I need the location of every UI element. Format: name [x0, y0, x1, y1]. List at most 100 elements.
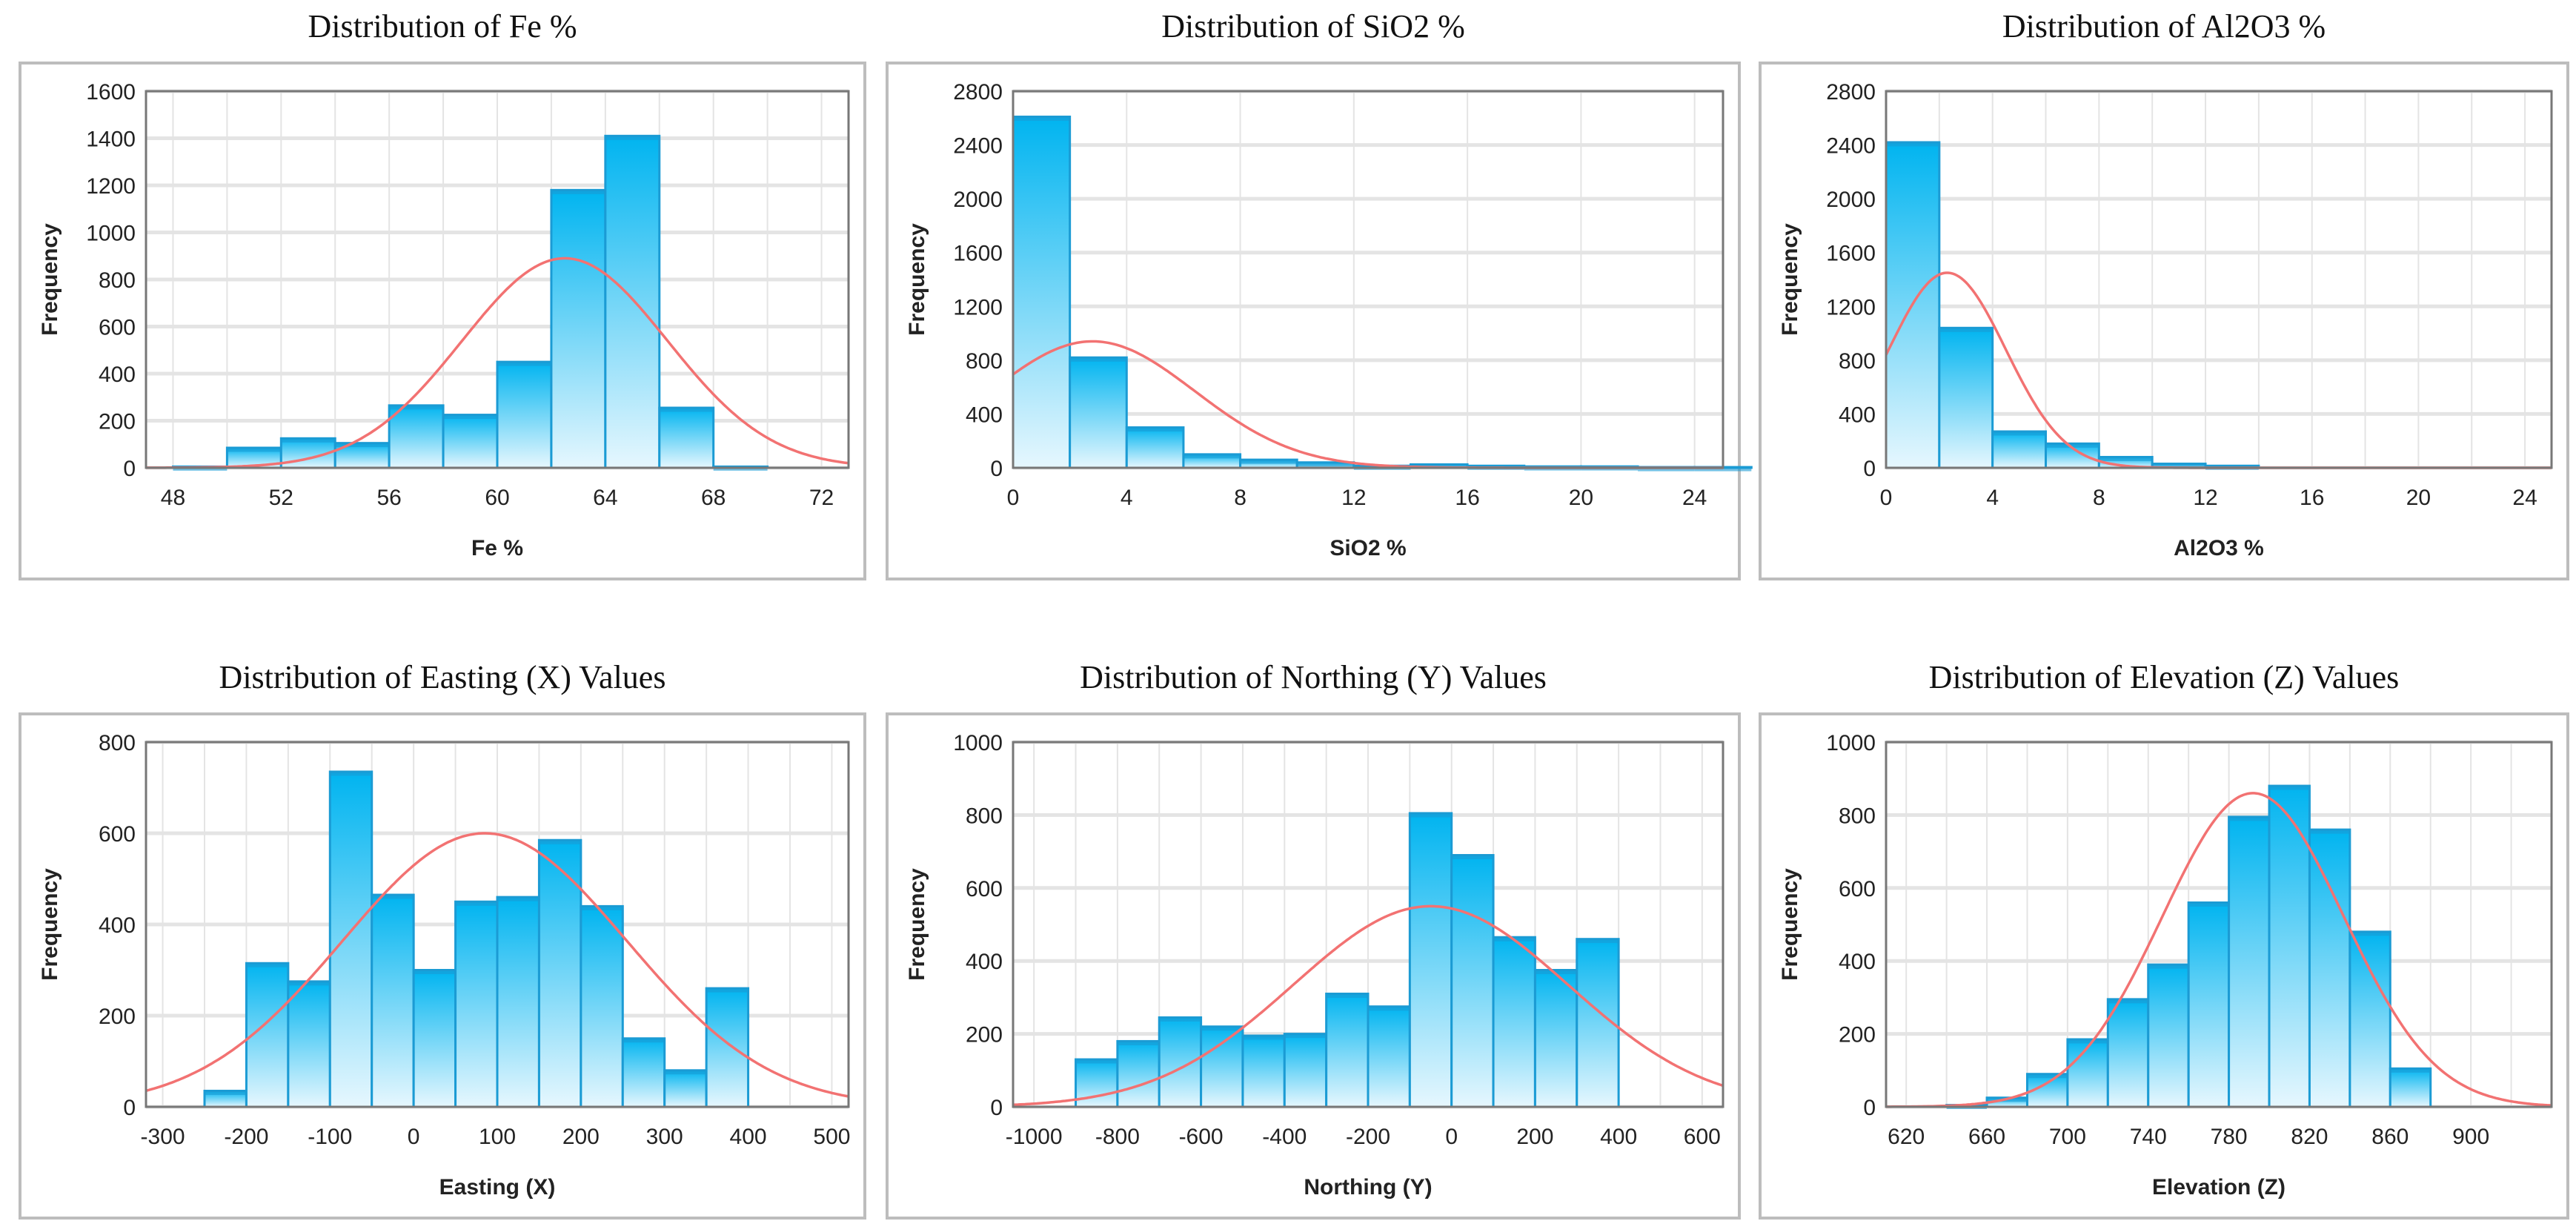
y-tick-label: 800 — [966, 349, 1003, 374]
y-axis-label: Frequency — [1778, 223, 1802, 336]
y-tick-label: 0 — [1863, 1096, 1876, 1120]
y-tick-label: 1600 — [86, 80, 136, 105]
y-tick-label: 200 — [99, 1005, 136, 1029]
histogram-bar — [604, 134, 661, 469]
chart-panel-0: Distribution of Fe % 0 200 400 600 800 1000 120… — [19, 8, 866, 580]
x-tick-label: 600 — [1684, 1125, 1721, 1149]
y-tick-label: 800 — [99, 731, 136, 755]
histogram-bar — [2348, 930, 2391, 1108]
histogram-bar — [2389, 1067, 2432, 1108]
y-tick-label: 1000 — [1826, 731, 1876, 755]
chart-title: Distribution of Fe % — [308, 8, 577, 44]
x-tick-label: 4 — [1121, 486, 1133, 510]
x-tick-label: 820 — [2291, 1125, 2328, 1149]
y-tick-label: 0 — [123, 457, 136, 481]
x-tick-label: -300 — [141, 1125, 185, 1149]
chart-title: Distribution of Elevation (Z) Values — [1929, 659, 2400, 695]
histogram-bar — [2147, 963, 2190, 1108]
x-tick-label: 0 — [408, 1125, 420, 1149]
histogram-bar — [442, 414, 499, 469]
y-tick-label: 0 — [990, 457, 1003, 481]
y-tick-label: 400 — [99, 363, 136, 387]
y-tick-label: 600 — [1839, 877, 1876, 901]
x-tick-label: 700 — [2049, 1125, 2086, 1149]
x-tick-label: 16 — [1455, 486, 1479, 510]
histogram-bar — [1012, 115, 1072, 469]
y-tick-label: 1200 — [86, 174, 136, 199]
y-tick-label: 400 — [1839, 403, 1876, 427]
histogram-bar — [1450, 854, 1495, 1108]
y-axis-label: Frequency — [38, 868, 62, 981]
x-tick-label: -200 — [224, 1125, 268, 1149]
histogram-bar — [2308, 828, 2351, 1108]
x-tick-label: 200 — [562, 1125, 600, 1149]
y-tick-label: 400 — [966, 403, 1003, 427]
chart-title: Distribution of Northing (Y) Values — [1080, 659, 1547, 695]
y-tick-label: 2800 — [1826, 80, 1876, 105]
histogram-bar — [2106, 998, 2150, 1108]
chart-panel-3: Distribution of Easting (X) Values 0 200 40… — [19, 659, 866, 1220]
panel-frame — [19, 62, 866, 580]
x-tick-label: 48 — [161, 486, 185, 510]
histogram-bar — [1367, 1005, 1411, 1108]
histogram-bar — [1069, 356, 1128, 469]
y-tick-label: 400 — [1839, 950, 1876, 974]
x-tick-label: -200 — [1346, 1125, 1390, 1149]
histogram-bar — [2187, 901, 2231, 1108]
x-tick-label: 300 — [646, 1125, 683, 1149]
histogram-bar — [1492, 936, 1536, 1108]
y-tick-label: 400 — [99, 913, 136, 938]
x-tick-label: 60 — [485, 486, 509, 510]
y-tick-label: 2800 — [953, 80, 1003, 105]
y-tick-label: 600 — [966, 877, 1003, 901]
histogram-bar — [2066, 1038, 2109, 1108]
histogram-bar — [1116, 1039, 1161, 1108]
y-tick-label: 2000 — [1826, 188, 1876, 212]
chart-panel-4: Distribution of Northing (Y) Values 0 200 4… — [886, 659, 1741, 1220]
chart-panel-1: Distribution of SiO2 %040080012001600200… — [886, 8, 1753, 580]
x-tick-label: 660 — [1968, 1125, 2005, 1149]
x-axis-label: Easting (X) — [439, 1175, 556, 1200]
x-tick-label: 400 — [730, 1125, 767, 1149]
y-tick-label: 1200 — [953, 295, 1003, 320]
histogram-bar — [2268, 784, 2311, 1108]
y-tick-label: 1000 — [86, 222, 136, 246]
x-tick-label: 24 — [1682, 486, 1707, 510]
histogram-bar — [1533, 969, 1579, 1108]
x-tick-label: 620 — [1888, 1125, 1925, 1149]
histogram-bar — [328, 770, 374, 1108]
x-tick-label: 24 — [2512, 486, 2537, 510]
chart-panel-5: Distribution of Elevation (Z) Values 0 200… — [1759, 659, 2569, 1220]
plot-area-border — [145, 741, 850, 1108]
x-tick-label: 0 — [1880, 486, 1893, 510]
x-tick-label: -800 — [1095, 1125, 1140, 1149]
y-tick-label: 800 — [966, 804, 1003, 828]
x-tick-label: 8 — [2093, 486, 2105, 510]
histogram-bar — [1325, 992, 1370, 1108]
x-tick-label: 12 — [1341, 486, 1366, 510]
y-tick-label: 1600 — [1826, 242, 1876, 266]
histogram-bar — [1158, 1016, 1203, 1108]
x-tick-label: -1000 — [1006, 1125, 1063, 1149]
y-tick-label: 2400 — [953, 134, 1003, 159]
histogram-bar — [663, 1069, 708, 1108]
x-tick-label: 64 — [593, 486, 617, 510]
x-tick-label: 780 — [2211, 1125, 2248, 1149]
normal-fit-curve — [145, 832, 849, 1098]
y-tick-label: 2400 — [1826, 134, 1876, 159]
x-axis-label: SiO2 % — [1330, 536, 1406, 560]
histogram-bar — [2228, 815, 2271, 1108]
histogram-bar — [658, 406, 715, 469]
x-tick-label: 200 — [1516, 1125, 1553, 1149]
plot-area-border — [1885, 741, 2553, 1108]
y-tick-label: 0 — [990, 1096, 1003, 1120]
chart-title: Distribution of Al2O3 % — [2002, 8, 2326, 44]
x-axis-label: Northing (Y) — [1304, 1175, 1432, 1200]
y-tick-label: 800 — [99, 268, 136, 293]
y-axis-label: Frequency — [38, 223, 62, 336]
x-tick-label: 8 — [1234, 486, 1246, 510]
plot-area-border — [1885, 90, 2553, 469]
histogram-bar — [412, 969, 457, 1108]
normal-fit-curve — [146, 257, 849, 469]
x-tick-label: 400 — [1600, 1125, 1637, 1149]
